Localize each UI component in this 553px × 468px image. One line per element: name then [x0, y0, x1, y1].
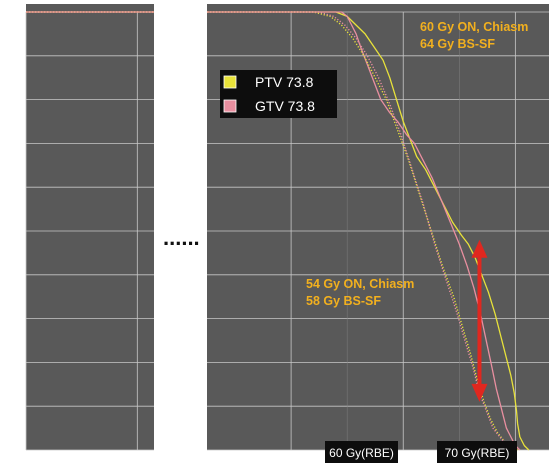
legend-label-ptv: PTV 73.8: [255, 74, 314, 90]
y-tick-label: 30: [13, 315, 23, 324]
series-line-right-3: [207, 11, 516, 451]
legend: PTV 73.8 GTV 73.8: [220, 70, 337, 118]
dose-label-box-70: [437, 441, 517, 463]
dose-label-60: 60 Gy(RBE): [329, 446, 394, 460]
red-double-arrow: [471, 239, 488, 402]
dose-label-box-60: [325, 441, 398, 463]
y-axis-label: Volume [%]: [3, 201, 13, 253]
legend-swatch-gtv: [223, 99, 237, 113]
x-tick-label: 0: [23, 454, 28, 463]
legend-swatch-ptv: [223, 75, 237, 89]
y-tick-label: 20: [13, 358, 23, 367]
y-tick-label: 60: [13, 183, 23, 192]
series-line-right-0: [207, 11, 530, 451]
y-tick-label: 100: [8, 8, 23, 17]
y-tick-label: 80: [13, 96, 23, 105]
y-tick-label: 50: [13, 227, 23, 236]
y-tick-label: 10: [13, 402, 23, 411]
legend-box-ptv: [220, 70, 337, 94]
y-tick-label: 90: [13, 52, 23, 61]
left-plot-panel: [26, 4, 154, 450]
legend-label-gtv: GTV 73.8: [255, 98, 315, 114]
annotation-lower-line2: 58 Gy BS-SF: [306, 294, 381, 308]
annotation-upper-line2: 64 Gy BS-SF: [420, 37, 495, 51]
annotation-lower-line1: 54 Gy ON, Chiasm: [306, 277, 414, 291]
y-tick-label: 70: [13, 139, 23, 148]
annotation-upper-line1: 60 Gy ON, Chiasm: [420, 20, 528, 34]
arrow-head-down: [471, 383, 488, 402]
x-tick-label: 1000: [127, 454, 147, 463]
y-tick-label: 0: [18, 446, 23, 455]
legend-box-gtv: [220, 94, 337, 118]
series-line-right-1: [207, 11, 521, 451]
y-tick-label: 40: [13, 271, 23, 280]
arrow-head-up: [471, 239, 488, 258]
axis-break-marker: ......: [163, 225, 200, 250]
dose-label-70: 70 Gy(RBE): [445, 446, 510, 460]
x-tick-label: 5000: [281, 454, 301, 463]
